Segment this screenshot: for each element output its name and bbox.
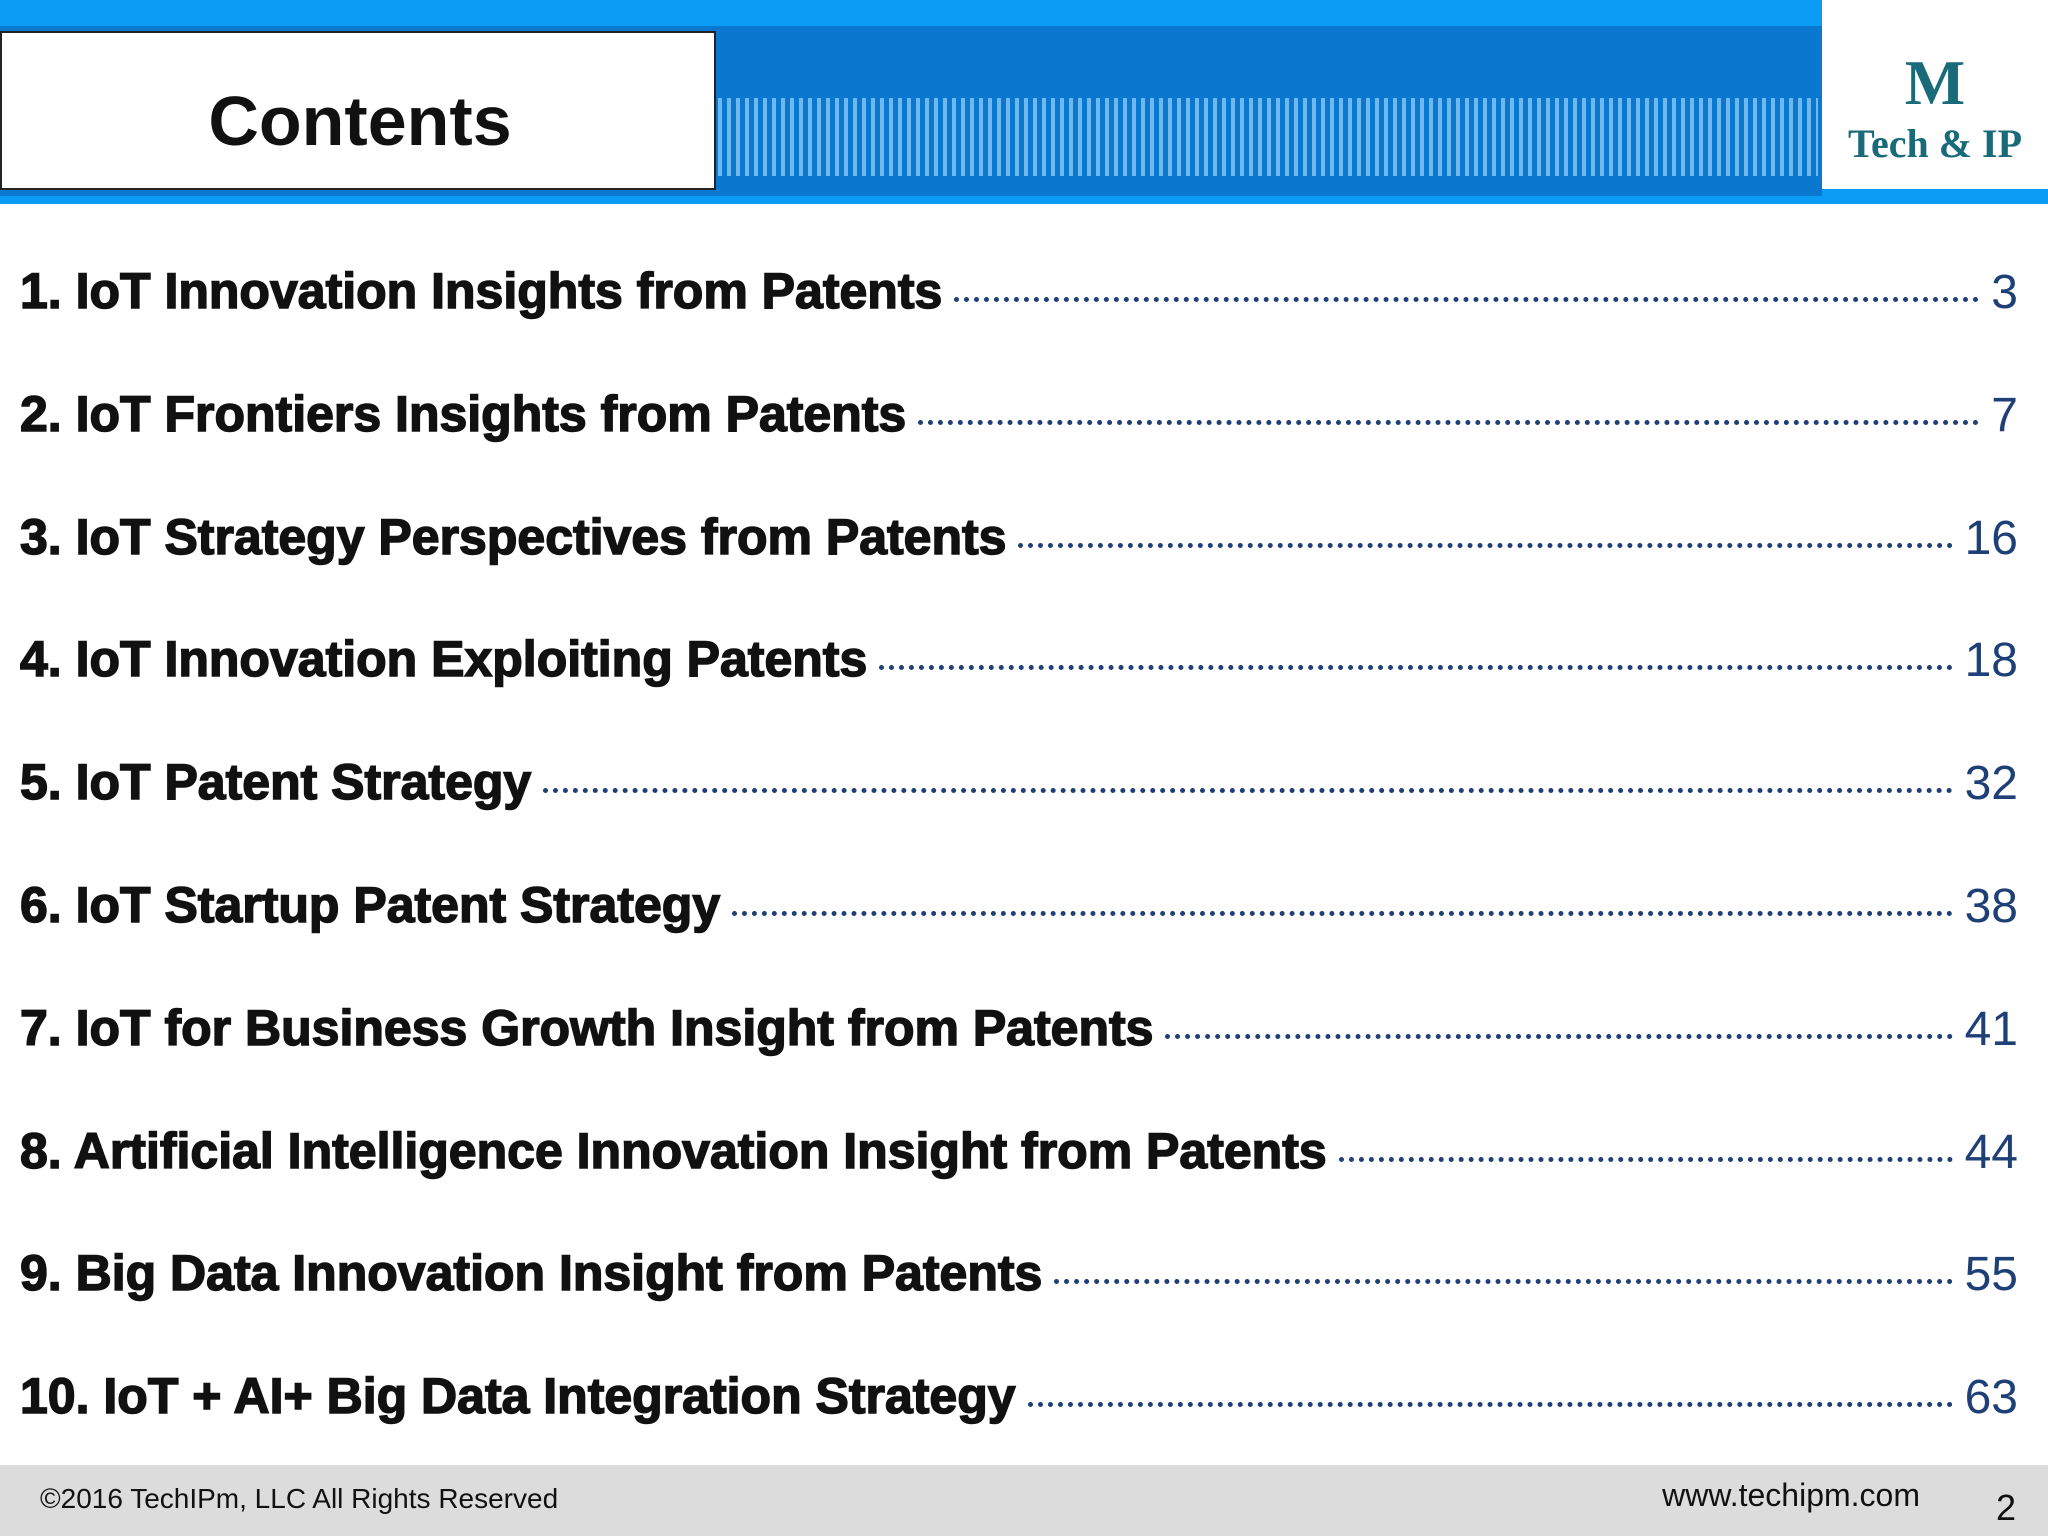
website: www.techipm.com [1662,1477,1920,1514]
header-bar: Contents M Tech & IP [0,0,2048,204]
entry-title: 4. IoT Innovation Exploiting Patents [20,630,867,688]
entry-title: 6. IoT Startup Patent Strategy [20,876,720,934]
dot-leader [918,420,1979,425]
entry-page: 38 [1965,879,2018,934]
entry-title: 9. Big Data Innovation Insight from Pate… [20,1244,1042,1302]
entry-title: 1. IoT Innovation Insights from Patents [20,262,942,320]
dot-leader [1054,1279,1952,1284]
dot-leader [1028,1402,1953,1407]
entry-page: 32 [1965,756,2018,811]
entry-title: 7. IoT for Business Growth Insight from … [20,999,1153,1057]
copyright: ©2016 TechIPm, LLC All Rights Reserved [40,1483,558,1515]
contents-entry: 8. Artificial Intelligence Innovation In… [20,1122,2018,1245]
entry-page: 7 [1991,388,2018,443]
logo: M Tech & IP [1822,0,2048,189]
dot-leader [954,297,1979,302]
entry-page: 63 [1965,1370,2018,1425]
contents-entry: 7. IoT for Business Growth Insight from … [20,999,2018,1122]
contents-entry: 9. Big Data Innovation Insight from Pate… [20,1244,2018,1367]
slide-title: Contents [2,81,718,161]
slide-number: 2 [1996,1487,2016,1529]
logo-mark: M [1822,46,2048,120]
dot-leader [1018,543,1952,548]
entry-title: 2. IoT Frontiers Insights from Patents [20,385,906,443]
contents-entry: 6. IoT Startup Patent Strategy 38 [20,876,2018,999]
entry-page: 3 [1991,265,2018,320]
entry-page: 16 [1965,511,2018,566]
entry-page: 44 [1965,1125,2018,1180]
footer: ©2016 TechIPm, LLC All Rights Reserved w… [0,1465,2048,1536]
contents-entry: 2. IoT Frontiers Insights from Patents 7 [20,385,2018,508]
entry-page: 18 [1965,633,2018,688]
contents-entry: 1. IoT Innovation Insights from Patents 3 [20,262,2018,385]
header-stripes [718,98,1818,176]
contents-entry: 3. IoT Strategy Perspectives from Patent… [20,508,2018,631]
title-box: Contents [0,31,716,190]
contents-entry: 5. IoT Patent Strategy 32 [20,753,2018,876]
logo-text: Tech & IP [1822,120,2048,167]
dot-leader [1165,1034,1952,1039]
dot-leader [543,788,1952,793]
entry-title: 8. Artificial Intelligence Innovation In… [20,1122,1327,1180]
dot-leader [732,911,1952,916]
dot-leader [879,665,1952,670]
contents-entry: 4. IoT Innovation Exploiting Patents 18 [20,630,2018,753]
entry-page: 55 [1965,1247,2018,1302]
dot-leader [1339,1157,1953,1162]
entry-page: 41 [1965,1002,2018,1057]
entry-title: 5. IoT Patent Strategy [20,753,531,811]
entry-title: 3. IoT Strategy Perspectives from Patent… [20,508,1006,566]
entry-title: 10. IoT + AI+ Big Data Integration Strat… [20,1367,1016,1425]
contents-list: 1. IoT Innovation Insights from Patents 3… [20,262,2018,1490]
